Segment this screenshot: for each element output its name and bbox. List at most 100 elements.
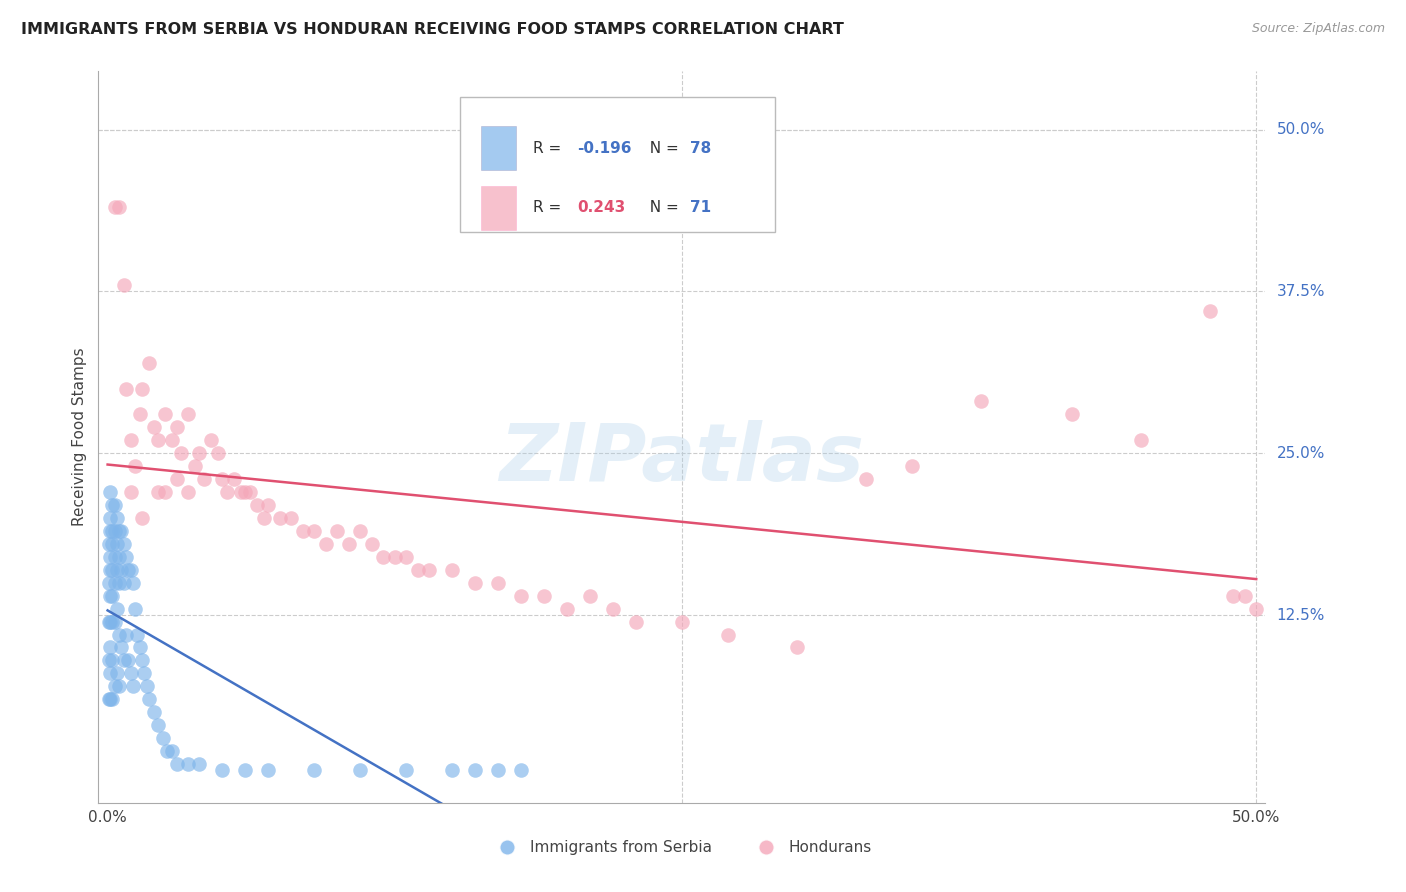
Point (128, 640, 150, 655)
Text: N =: N = (640, 141, 683, 156)
Point (166, 472, 188, 486)
Point (222, 472, 245, 486)
Point (384, 549, 406, 564)
Point (108, 524, 131, 538)
Point (207, 446, 229, 460)
Point (177, 485, 200, 500)
Point (166, 420, 188, 434)
Point (120, 563, 142, 577)
Point (188, 756, 211, 771)
Point (510, 589, 533, 603)
Point (97, 537, 120, 551)
Point (1130, 434, 1153, 448)
Point (349, 764, 371, 778)
Text: R =: R = (533, 141, 565, 156)
Point (156, 744, 179, 758)
Point (124, 601, 146, 615)
Point (1062, 408, 1084, 422)
Point (486, 764, 509, 778)
Point (257, 498, 280, 512)
Point (464, 764, 486, 778)
Point (128, 408, 150, 422)
Text: 0.243: 0.243 (576, 201, 626, 216)
Point (510, 764, 533, 778)
Point (120, 666, 142, 681)
Text: 12.5%: 12.5% (1277, 607, 1324, 623)
Point (166, 756, 188, 771)
Point (112, 653, 135, 667)
Point (395, 549, 418, 564)
Text: R =: R = (533, 201, 565, 216)
Point (115, 382, 138, 396)
Point (395, 764, 418, 778)
Point (146, 434, 169, 448)
FancyBboxPatch shape (481, 127, 516, 170)
FancyBboxPatch shape (460, 97, 775, 232)
Point (138, 692, 160, 706)
Point (486, 575, 509, 590)
Point (108, 679, 131, 693)
Point (112, 537, 135, 551)
Point (360, 537, 382, 551)
Point (97, 615, 120, 629)
Point (108, 200, 131, 214)
Text: IMMIGRANTS FROM SERBIA VS HONDURAN RECEIVING FOOD STAMPS CORRELATION CHART: IMMIGRANTS FROM SERBIA VS HONDURAN RECEI… (21, 22, 844, 37)
Point (142, 705, 165, 719)
Point (184, 459, 207, 474)
Point (786, 640, 808, 655)
Point (441, 563, 464, 577)
Point (160, 434, 183, 448)
Point (464, 575, 486, 590)
Point (97, 692, 120, 706)
Point (337, 537, 360, 551)
Point (101, 653, 124, 667)
Point (152, 731, 174, 745)
Point (193, 472, 215, 486)
Point (146, 718, 169, 732)
Point (98, 549, 121, 564)
Point (1233, 589, 1256, 603)
Point (110, 563, 132, 577)
Point (131, 653, 153, 667)
Point (101, 524, 124, 538)
Point (200, 434, 222, 448)
Text: 37.5%: 37.5% (1277, 284, 1324, 299)
Point (215, 485, 238, 500)
Point (280, 511, 302, 525)
FancyBboxPatch shape (481, 186, 516, 230)
Point (98, 589, 121, 603)
Point (110, 640, 132, 655)
Point (211, 472, 233, 486)
Point (101, 589, 124, 603)
Point (122, 575, 145, 590)
Point (112, 277, 135, 292)
Point (98, 640, 121, 655)
Point (153, 408, 176, 422)
Point (246, 498, 269, 512)
Point (115, 549, 138, 564)
Point (855, 472, 877, 486)
Point (235, 764, 257, 778)
Point (115, 627, 138, 641)
Point (124, 459, 146, 474)
Point (269, 511, 291, 525)
Point (418, 563, 440, 577)
Point (138, 356, 160, 370)
Point (188, 446, 211, 460)
Point (900, 459, 922, 474)
Point (555, 601, 578, 615)
Text: 71: 71 (690, 201, 711, 216)
Point (103, 575, 125, 590)
Point (579, 589, 602, 603)
Point (101, 615, 124, 629)
Point (969, 394, 991, 409)
Point (117, 563, 139, 577)
Point (98, 615, 121, 629)
Point (101, 692, 124, 706)
Point (103, 679, 125, 693)
Point (131, 511, 153, 525)
Point (98, 692, 121, 706)
Y-axis label: Receiving Food Stamps: Receiving Food Stamps (72, 348, 87, 526)
Point (122, 679, 145, 693)
Point (108, 549, 131, 564)
